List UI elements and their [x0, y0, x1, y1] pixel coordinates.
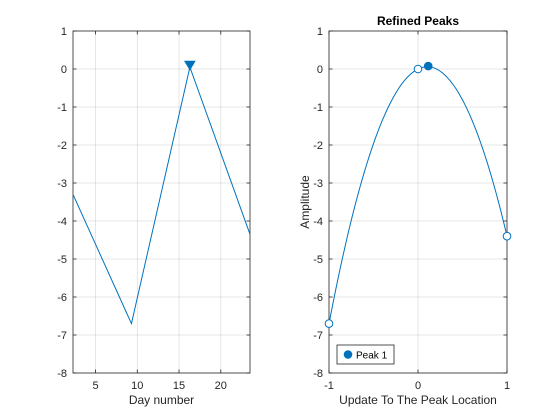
right-x-tick-label: -1 — [324, 380, 334, 392]
right-y-tick-label: -1 — [313, 102, 323, 114]
left-y-tick-label: -8 — [57, 368, 67, 380]
right-plot-area — [329, 31, 507, 373]
sample-point — [413, 64, 423, 74]
left-y-tick-label: 0 — [61, 64, 67, 76]
right-axes: -1 0 1 -8 -7 -6 -5 -4 -3 -2 -1 0 1 Refined Peaks Upd… — [298, 14, 512, 407]
left-axes-box — [72, 30, 251, 374]
left-x-tick-label: 5 — [92, 380, 98, 392]
right-y-axis-label: Amplitude — [298, 175, 312, 229]
left-y-tick-label: -4 — [57, 216, 67, 228]
left-y-tick-label: -6 — [57, 292, 67, 304]
left-axes: 5 10 15 20 -8 -7 -6 -5 -4 -3 -2 -1 0 1 Day number — [57, 26, 251, 407]
sample-point — [324, 319, 334, 328]
right-y-tick-label: 0 — [317, 64, 323, 76]
right-chart-title: Refined Peaks — [377, 14, 459, 28]
right-y-tick-label: -3 — [313, 178, 323, 190]
right-y-tick-label: -8 — [313, 368, 323, 380]
legend-entry-peak-1: Peak 1 — [356, 351, 388, 362]
right-y-tick-label: -7 — [313, 330, 323, 342]
left-series — [72, 60, 251, 326]
left-plot-area — [73, 31, 250, 373]
left-x-axis-label: Day number — [129, 393, 194, 407]
right-y-tick-label: -6 — [313, 292, 323, 304]
left-y-tick-label: -3 — [57, 178, 67, 190]
right-x-tick-label: 1 — [504, 380, 510, 392]
left-peak-marker — [184, 60, 196, 71]
right-y-tick-label: -2 — [313, 140, 323, 152]
right-y-tick-label: 1 — [317, 26, 323, 38]
left-x-tick-label: 10 — [131, 380, 143, 392]
right-x-axis-label: Update To The Peak Location — [339, 393, 497, 407]
left-ticks: 5 10 15 20 -8 -7 -6 -5 -4 -3 -2 -1 0 1 — [57, 26, 250, 392]
right-series — [324, 61, 512, 328]
right-y-tick-label: -4 — [313, 216, 323, 228]
left-series-line — [72, 65, 251, 326]
legend: Peak 1 — [336, 344, 395, 365]
legend-box — [336, 344, 395, 365]
left-y-tick-label: -5 — [57, 254, 67, 266]
left-y-tick-label: 1 — [61, 26, 67, 38]
right-y-tick-label: -5 — [313, 254, 323, 266]
legend-marker — [343, 350, 353, 359]
right-ticks: -1 0 1 -8 -7 -6 -5 -4 -3 -2 -1 0 1 — [313, 26, 510, 392]
right-x-tick-label: 0 — [415, 380, 421, 392]
left-x-tick-label: 15 — [173, 380, 185, 392]
left-x-tick-label: 20 — [215, 380, 227, 392]
left-y-tick-label: -7 — [57, 330, 67, 342]
left-y-tick-label: -2 — [57, 140, 67, 152]
refined-peak-point — [423, 61, 433, 71]
left-y-tick-label: -1 — [57, 102, 67, 114]
sample-point — [502, 231, 512, 241]
